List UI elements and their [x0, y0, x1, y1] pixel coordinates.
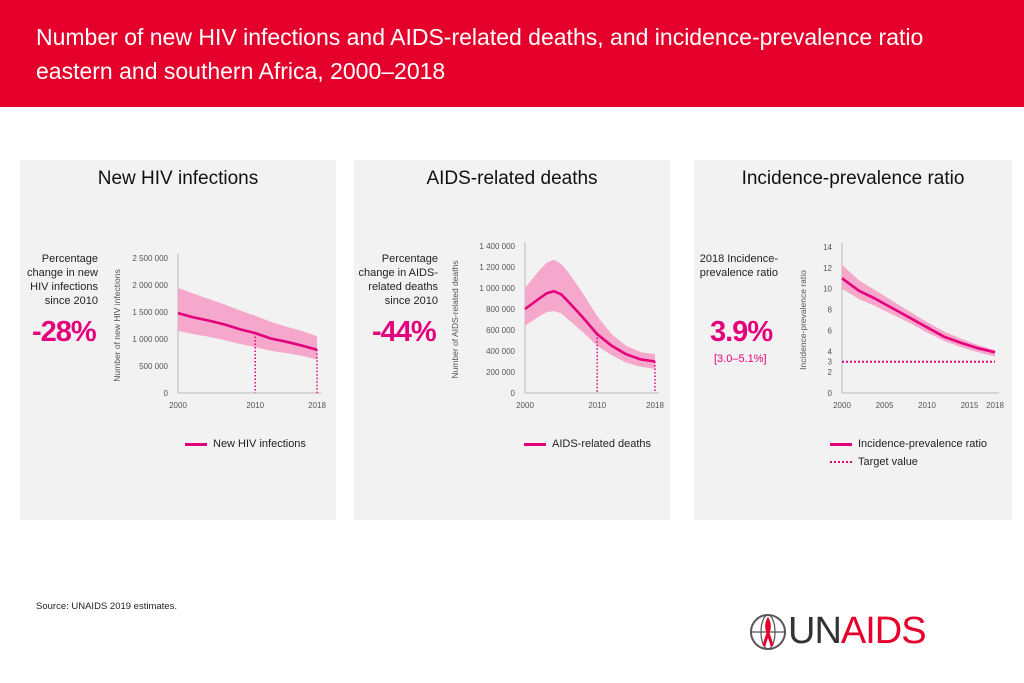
y-tick-label: 600 000: [486, 326, 515, 335]
percentage-change-value: -28%: [32, 316, 97, 348]
panel-title: AIDS-related deaths: [426, 168, 598, 189]
x-tick-label: 2018: [986, 401, 1004, 410]
ratio-2018-value: 3.9%: [710, 316, 773, 348]
y-tick-label: 6: [828, 326, 833, 335]
y-tick-label: 0: [164, 389, 169, 398]
y-tick-label: 2: [828, 368, 833, 377]
un-emblem-icon: [750, 613, 786, 650]
panel-new-hiv-infections: New HIV infections Percentage change in …: [20, 160, 336, 520]
y-tick-label: 2 500 000: [132, 254, 168, 263]
percentage-change-label: Percentage change in new HIV infections …: [27, 253, 98, 307]
ratio-confidence-interval: [3.0–5.1%]: [714, 353, 767, 365]
legend-line-swatch: [185, 442, 207, 446]
y-tick-label: 0: [828, 389, 833, 398]
y-tick-label: 1 400 000: [479, 242, 515, 251]
uncertainty-band: [178, 287, 317, 360]
y-tick-label: 2 000 000: [132, 281, 168, 290]
y-tick-label: 12: [823, 264, 832, 273]
legend-label: Target value: [858, 456, 918, 468]
legend-line-swatch: [524, 442, 546, 446]
series-line: [177, 311, 318, 352]
y-axis-title: Number of AIDS-related deaths: [450, 260, 460, 378]
x-tick-label: 2018: [646, 401, 664, 410]
y-tick-label: 1 000 000: [479, 284, 515, 293]
y-tick-label: 10: [823, 285, 832, 294]
x-tick-label: 2000: [516, 401, 534, 410]
y-tick-label: 3: [828, 358, 833, 367]
page-title-line-2: eastern and southern Africa, 2000–2018: [36, 58, 446, 84]
y-tick-label: 1 000 000: [132, 335, 168, 344]
legend-new-infections: New HIV infections: [185, 438, 306, 450]
legend-label: AIDS-related deaths: [552, 438, 652, 450]
series-line: [841, 277, 996, 354]
x-tick-label: 2018: [308, 401, 326, 410]
y-tick-label: 1 200 000: [479, 263, 515, 272]
ratio-2018-label: 2018 Incidence-prevalence ratio: [699, 253, 778, 279]
logo-aids-text: AIDS: [840, 610, 927, 652]
x-tick-label: 2010: [246, 401, 264, 410]
y-tick-label: 500 000: [139, 362, 168, 371]
x-tick-label: 2010: [918, 401, 936, 410]
y-tick-label: 4: [828, 347, 833, 356]
source-note: Source: UNAIDS 2019 estimates.: [36, 601, 177, 612]
y-axis-title: Incidence-prevalence ratio: [798, 270, 808, 370]
legend-line-swatch: [830, 442, 852, 446]
y-tick-label: 14: [823, 243, 832, 252]
legend-target-value: Target value: [830, 456, 918, 468]
y-axis-title: Number of new HIV infections: [112, 269, 122, 381]
panel-title: New HIV infections: [97, 168, 259, 189]
x-tick-label: 2015: [961, 401, 979, 410]
page-title-line-1: Number of new HIV infections and AIDS-re…: [36, 24, 924, 50]
x-tick-label: 2000: [169, 401, 187, 410]
y-tick-label: 400 000: [486, 347, 515, 356]
logo-un-text: UN: [788, 610, 842, 652]
y-tick-label: 8: [828, 306, 833, 315]
panel-title: Incidence-prevalence ratio: [741, 168, 965, 189]
uncertainty-band: [842, 264, 995, 357]
percentage-change-label: Percentage change in AIDS-related deaths…: [358, 253, 439, 307]
x-tick-label: 2005: [876, 401, 894, 410]
y-tick-label: 800 000: [486, 305, 515, 314]
legend-ratio-line: Incidence-prevalence ratio: [830, 438, 987, 450]
legend-label: Incidence-prevalence ratio: [858, 438, 988, 450]
y-tick-label: 0: [511, 389, 516, 398]
unaids-logo: UN AIDS: [748, 610, 927, 653]
percentage-change-value: -44%: [372, 316, 437, 348]
x-tick-label: 2000: [833, 401, 851, 410]
panel-aids-related-deaths: AIDS-related deaths Percentage change in…: [354, 160, 670, 520]
new-infections-chart: 0 500 000 1 000 000 1 500 000 2 000 000 2 500…: [112, 254, 326, 410]
legend-label: New HIV infections: [213, 438, 306, 450]
legend-dotted-swatch: [830, 461, 852, 463]
y-tick-label: 200 000: [486, 368, 515, 377]
panel-incidence-prevalence-ratio: Incidence-prevalence ratio 2018 Incidenc…: [694, 160, 1012, 520]
header-banner: Number of new HIV infections and AIDS-re…: [0, 0, 1024, 107]
y-tick-label: 1 500 000: [132, 308, 168, 317]
uncertainty-band: [525, 259, 655, 369]
legend-aids-deaths: AIDS-related deaths: [524, 438, 651, 450]
x-tick-label: 2010: [588, 401, 606, 410]
aids-deaths-chart: 0 200 000 400 000 600 000 800 000 1 000 000 1 …: [450, 242, 664, 410]
series-line: [524, 289, 656, 363]
